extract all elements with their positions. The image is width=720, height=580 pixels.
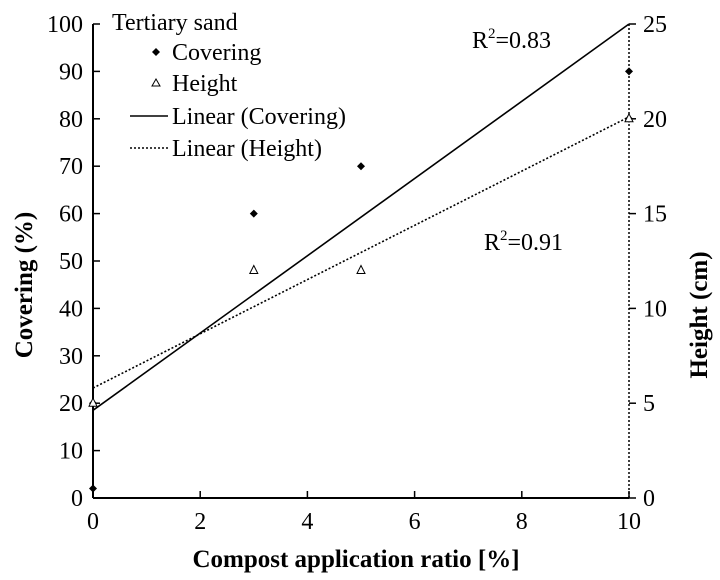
r2-height-annotation: R2=0.91	[484, 228, 563, 256]
height-point	[624, 112, 634, 123]
x-axis-title: Compost application ratio [%]	[192, 546, 519, 573]
trendlines	[92, 23, 630, 411]
r2-covering-annotation: R2=0.83	[472, 26, 551, 54]
left-y-tick-label: 70	[59, 154, 83, 180]
left-y-tick-label: 60	[59, 202, 83, 228]
x-tick-label: 8	[516, 509, 528, 535]
left-y-tick-label: 90	[59, 59, 83, 85]
x-ticks: 0 2 4 6 8 10	[87, 491, 641, 535]
left-y-tick-label: 80	[59, 107, 83, 133]
right-y-tick-label: 10	[643, 296, 667, 322]
left-y-tick-label: 40	[59, 296, 83, 322]
trendline-covering	[92, 23, 630, 411]
right-y-tick-label: 0	[643, 486, 655, 512]
right-y-tick-label: 15	[643, 202, 667, 228]
covering-point	[625, 67, 633, 76]
legend-linear-covering-label: Linear (Covering)	[172, 104, 346, 130]
data-points	[88, 67, 634, 493]
legend-linear-height-label: Linear (Height)	[172, 136, 322, 162]
left-y-tick-label: 50	[59, 249, 83, 275]
covering-point	[357, 162, 365, 171]
right-y-tick-label: 25	[643, 12, 667, 38]
left-y-tick-label: 30	[59, 344, 83, 370]
legend-title: Tertiary sand	[112, 10, 238, 36]
covering-point	[249, 209, 258, 218]
legend-height-marker	[151, 77, 161, 87]
left-y-tick-label: 20	[59, 391, 83, 417]
legend-covering-marker	[152, 48, 160, 56]
left-y-tick-label: 0	[71, 486, 83, 512]
left-y-tick-label: 100	[47, 12, 83, 38]
x-tick-label: 4	[301, 509, 313, 535]
height-point	[88, 397, 98, 407]
right-y-axis-title: Height (cm)	[686, 251, 713, 378]
legend: Tertiary sand Covering Height Linear (Co…	[112, 10, 346, 162]
height-point	[356, 264, 366, 274]
x-tick-label: 6	[409, 509, 421, 535]
x-tick-label: 2	[194, 509, 206, 535]
left-y-tick-label: 10	[59, 439, 83, 465]
x-tick-label: 10	[617, 509, 641, 535]
legend-covering-label: Covering	[172, 40, 261, 66]
left-y-axis-title: Covering (%)	[11, 212, 38, 359]
legend-height-label: Height	[172, 71, 238, 97]
right-y-tick-label: 5	[643, 391, 655, 417]
right-y-tick-label: 20	[643, 107, 667, 133]
trendline-height	[92, 116, 630, 389]
covering-point	[89, 484, 97, 493]
x-tick-label: 0	[87, 509, 99, 535]
left-y-ticks: 0 10 20 30 40 50 60 70 80 90 100	[47, 12, 100, 512]
height-point	[248, 264, 259, 274]
right-y-ticks: 0 5 10 15 20 25	[629, 12, 667, 512]
